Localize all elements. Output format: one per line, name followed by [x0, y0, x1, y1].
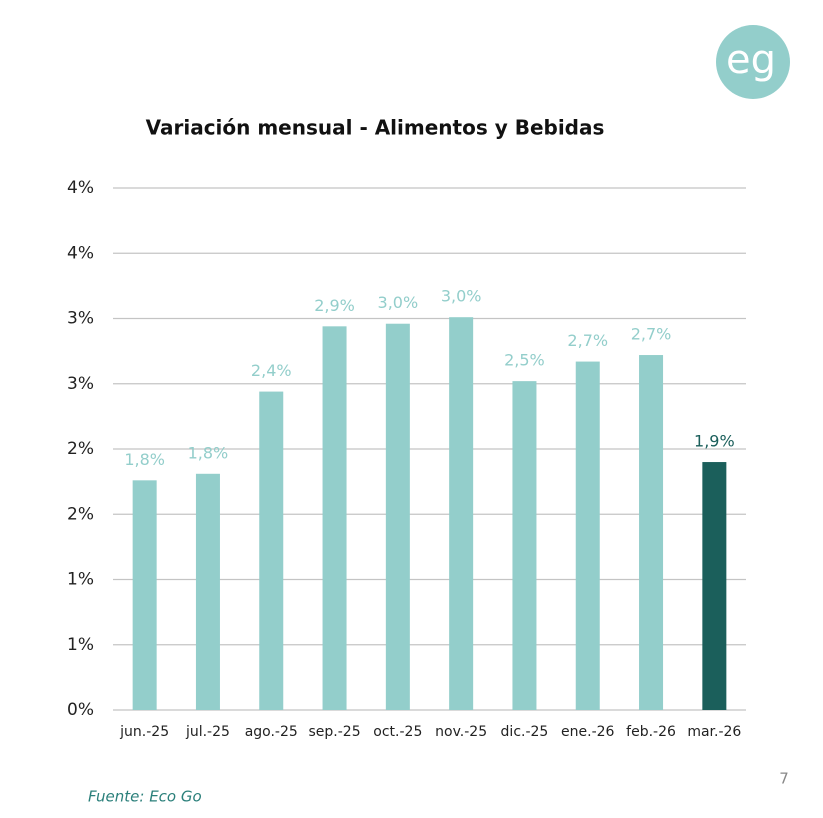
chart-title: Variación mensual - Alimentos y Bebidas: [146, 116, 605, 140]
y-tick-label: 4%: [67, 243, 94, 263]
x-tick-label: sep.-25: [308, 724, 360, 740]
y-tick-label: 3%: [67, 374, 94, 394]
y-tick-label: 3%: [67, 309, 94, 329]
page-number: 7: [779, 770, 789, 788]
value-label: 3,0%: [441, 287, 482, 306]
value-label: 2,5%: [504, 351, 545, 370]
y-tick-label: 1%: [67, 570, 94, 590]
logo: eg: [726, 37, 776, 83]
value-label: 1,8%: [188, 443, 229, 462]
x-tick-label: dic.-25: [501, 724, 549, 740]
x-tick-label: ene.-26: [561, 724, 615, 740]
x-tick-label: mar.-26: [687, 724, 741, 740]
bar: [449, 317, 474, 710]
value-label: 1,9%: [694, 432, 735, 451]
value-label: 2,7%: [631, 325, 672, 344]
x-tick-label: jul.-25: [185, 724, 230, 740]
bar: [385, 323, 410, 710]
value-label: 2,4%: [251, 361, 292, 380]
value-label: 2,7%: [567, 331, 608, 350]
bar: [702, 462, 727, 710]
value-label: 2,9%: [314, 296, 355, 315]
bar: [639, 355, 664, 710]
source: Fuente: Eco Go: [88, 788, 202, 806]
bar: [195, 473, 220, 710]
x-tick-label: nov.-25: [435, 724, 487, 740]
x-tick-label: jun.-25: [119, 724, 169, 740]
x-tick-label: oct.-25: [373, 724, 422, 740]
value-label: 3,0%: [378, 293, 419, 312]
bar: [132, 480, 157, 710]
y-tick-label: 1%: [67, 635, 94, 655]
y-tick-label: 2%: [67, 439, 94, 459]
bar: [322, 326, 347, 710]
value-label: 1,8%: [124, 450, 165, 469]
logo-badge: [716, 25, 790, 99]
bar: [575, 361, 600, 710]
x-tick-label: ago.-25: [245, 724, 298, 740]
y-tick-label: 2%: [67, 504, 94, 524]
bar: [512, 381, 537, 710]
y-tick-label: 4%: [67, 178, 94, 198]
y-tick-label: 0%: [67, 700, 94, 720]
x-tick-label: feb.-26: [626, 724, 676, 740]
bar: [259, 391, 284, 710]
